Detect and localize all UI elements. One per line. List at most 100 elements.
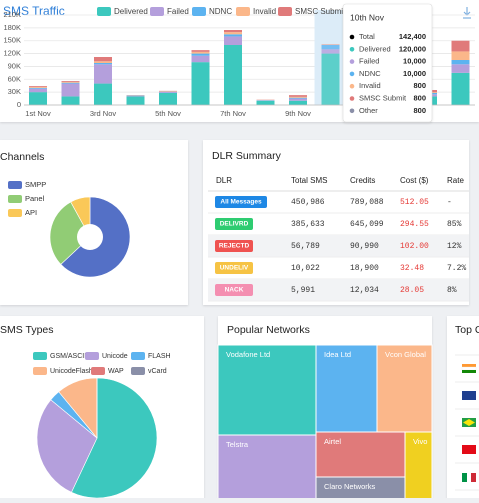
tooltip-dot	[350, 72, 355, 77]
y-tick-label: 180K	[3, 23, 21, 32]
bar-segment	[62, 84, 80, 97]
tooltip-label: SMSC Submit	[359, 93, 407, 102]
column-header: Total SMS	[291, 176, 327, 185]
sms-types-title: SMS Types	[0, 324, 54, 336]
flag	[462, 391, 476, 400]
legend-swatch	[192, 7, 206, 16]
table-cell: 28.05	[400, 286, 424, 295]
x-tick-label: 5th Nov	[155, 109, 181, 118]
bar-segment	[29, 88, 47, 89]
table-cell: 32.48	[400, 264, 424, 273]
bar-segment	[29, 86, 47, 87]
flag	[462, 364, 476, 367]
bar-segment	[289, 101, 307, 105]
table-cell: 789,088	[350, 198, 384, 207]
table-cell: 56,789	[291, 242, 320, 251]
legend-label: SMPP	[25, 180, 46, 189]
legend-swatch	[8, 181, 22, 189]
bar-segment	[192, 54, 210, 56]
network-label: Idea Ltd	[324, 350, 351, 359]
flag	[462, 367, 476, 370]
column-header: Rate	[447, 176, 464, 185]
bar-segment	[94, 63, 112, 64]
table-cell: -	[447, 198, 452, 207]
bar-segment	[94, 64, 112, 83]
y-tick-label: 210K	[3, 10, 21, 19]
flag	[462, 473, 467, 482]
column-header: Credits	[350, 176, 375, 185]
legend-label: SMSC Submit	[295, 7, 346, 16]
legend-swatch	[150, 7, 164, 16]
bar-segment	[29, 87, 47, 88]
flag	[462, 445, 476, 454]
table-cell: 645,099	[350, 220, 384, 229]
legend-swatch	[33, 352, 47, 360]
legend-label: GSM/ASCII	[50, 353, 86, 360]
networks-title: Popular Networks	[227, 324, 310, 336]
y-tick-label: 0	[17, 100, 21, 109]
bar-segment	[289, 95, 307, 97]
status-label: All Messages	[220, 199, 262, 206]
legend-label: UnicodeFlash	[50, 368, 93, 375]
x-tick-label: 9th Nov	[285, 109, 311, 118]
flag	[467, 473, 471, 482]
x-tick-label: 1st Nov	[25, 109, 51, 118]
countries-title: Top C	[455, 324, 479, 336]
bar-segment	[62, 81, 80, 82]
legend-swatch	[131, 367, 145, 375]
legend-swatch	[236, 7, 250, 16]
x-tick-label: 7th Nov	[220, 109, 246, 118]
legend-swatch	[97, 7, 111, 16]
network-label: Vivo	[413, 437, 427, 446]
bar-segment	[192, 62, 210, 105]
bar-segment	[192, 50, 210, 52]
table-cell: 8%	[447, 286, 457, 295]
column-header: DLR	[216, 176, 232, 185]
tooltip-value: 10,000	[403, 57, 426, 66]
tooltip-label: Total	[359, 32, 375, 41]
tooltip-dot	[350, 47, 355, 52]
legend-swatch	[33, 367, 47, 375]
flag	[462, 370, 476, 373]
bar-segment	[452, 41, 470, 52]
legend-label: FLASH	[148, 353, 171, 360]
tooltip-title: 10th Nov	[350, 12, 385, 22]
table-cell: 85%	[447, 220, 462, 229]
legend-label: vCard	[148, 368, 167, 375]
tooltip-dot	[350, 96, 355, 101]
bar-segment	[62, 82, 80, 83]
bar-segment	[62, 83, 80, 84]
flag	[471, 473, 476, 482]
table-cell: 102.00	[400, 242, 429, 251]
table-cell: 12%	[447, 242, 462, 251]
tooltip-value: 10,000	[403, 69, 426, 78]
legend-label: NDNC	[209, 7, 232, 16]
table-cell: 5,991	[291, 286, 315, 295]
status-label: UNDELIV	[220, 265, 249, 272]
x-tick-label: 3rd Nov	[90, 109, 117, 118]
table-cell: 10,022	[291, 264, 320, 273]
legend-label: Delivered	[114, 7, 148, 16]
bar-segment	[94, 57, 112, 61]
network-label: Claro Networks	[324, 482, 376, 491]
bar-segment	[224, 30, 242, 32]
bar-segment	[127, 96, 145, 105]
bar-segment	[192, 52, 210, 54]
tooltip-label: NDNC	[359, 69, 381, 78]
bar-segment	[94, 61, 112, 63]
y-tick-label: 90K	[8, 61, 21, 70]
bar-segment	[452, 60, 470, 64]
tooltip-value: 120,000	[399, 44, 426, 53]
network-label: Telstra	[226, 440, 249, 449]
bar-segment	[257, 101, 275, 105]
network-label: Airtel	[324, 437, 341, 446]
network-label: Vodafone Ltd	[226, 350, 270, 359]
channels-title: Channels	[0, 151, 44, 163]
legend-label: API	[25, 208, 37, 217]
bar-segment	[289, 98, 307, 99]
network-label: Vcon Global	[385, 350, 426, 359]
y-tick-label: 150K	[3, 36, 21, 45]
tooltip-dot	[350, 84, 355, 89]
bar-segment	[452, 73, 470, 105]
